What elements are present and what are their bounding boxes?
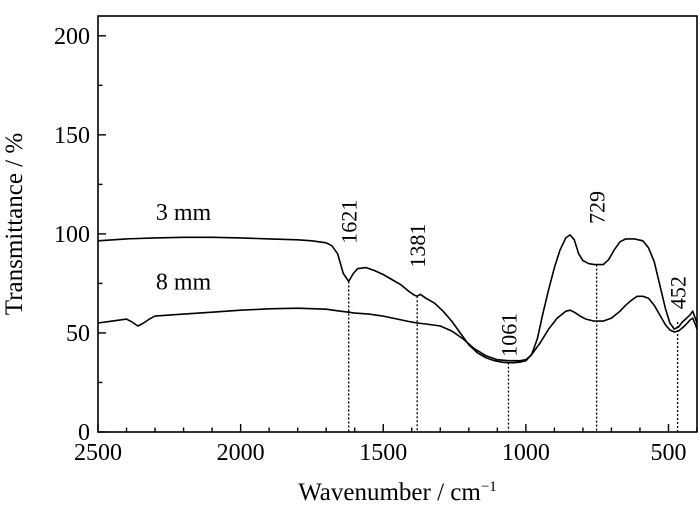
x-tick-label: 1000	[502, 440, 550, 466]
series-label-2: 8 mm	[156, 269, 212, 295]
y-tick-label: 100	[54, 222, 90, 248]
peak-label: 1621	[337, 200, 362, 244]
x-tick-label: 2000	[217, 440, 265, 466]
x-axis-title: Wavenumber / cm−1	[298, 479, 497, 506]
series-line-2	[97, 295, 698, 362]
peak-label: 452	[666, 276, 691, 309]
peak-label: 1061	[496, 313, 521, 357]
y-tick-label: 150	[54, 123, 90, 149]
peak-label: 729	[585, 191, 610, 224]
series-line-1	[97, 234, 698, 364]
x-tick-label: 500	[650, 440, 686, 466]
plot-area: 2500 2000 1500 1000 500 0 50 100 150 200 Wavenumbe…	[1, 15, 698, 506]
x-tick-label: 1500	[359, 440, 407, 466]
x-axis-title-text: Wavenumber / cm	[298, 479, 481, 506]
y-tick-label: 200	[54, 24, 90, 50]
axes-frame	[97, 15, 698, 433]
x-axis-title-superscript: −1	[481, 479, 497, 495]
peak-label: 1381	[405, 224, 430, 268]
series-label-1: 3 mm	[156, 200, 212, 226]
y-tick-label: 50	[66, 321, 90, 347]
y-tick-label: 0	[78, 420, 90, 446]
y-axis-title: Transmittance / %	[1, 133, 28, 315]
x-tick-label: 2500	[74, 440, 122, 466]
